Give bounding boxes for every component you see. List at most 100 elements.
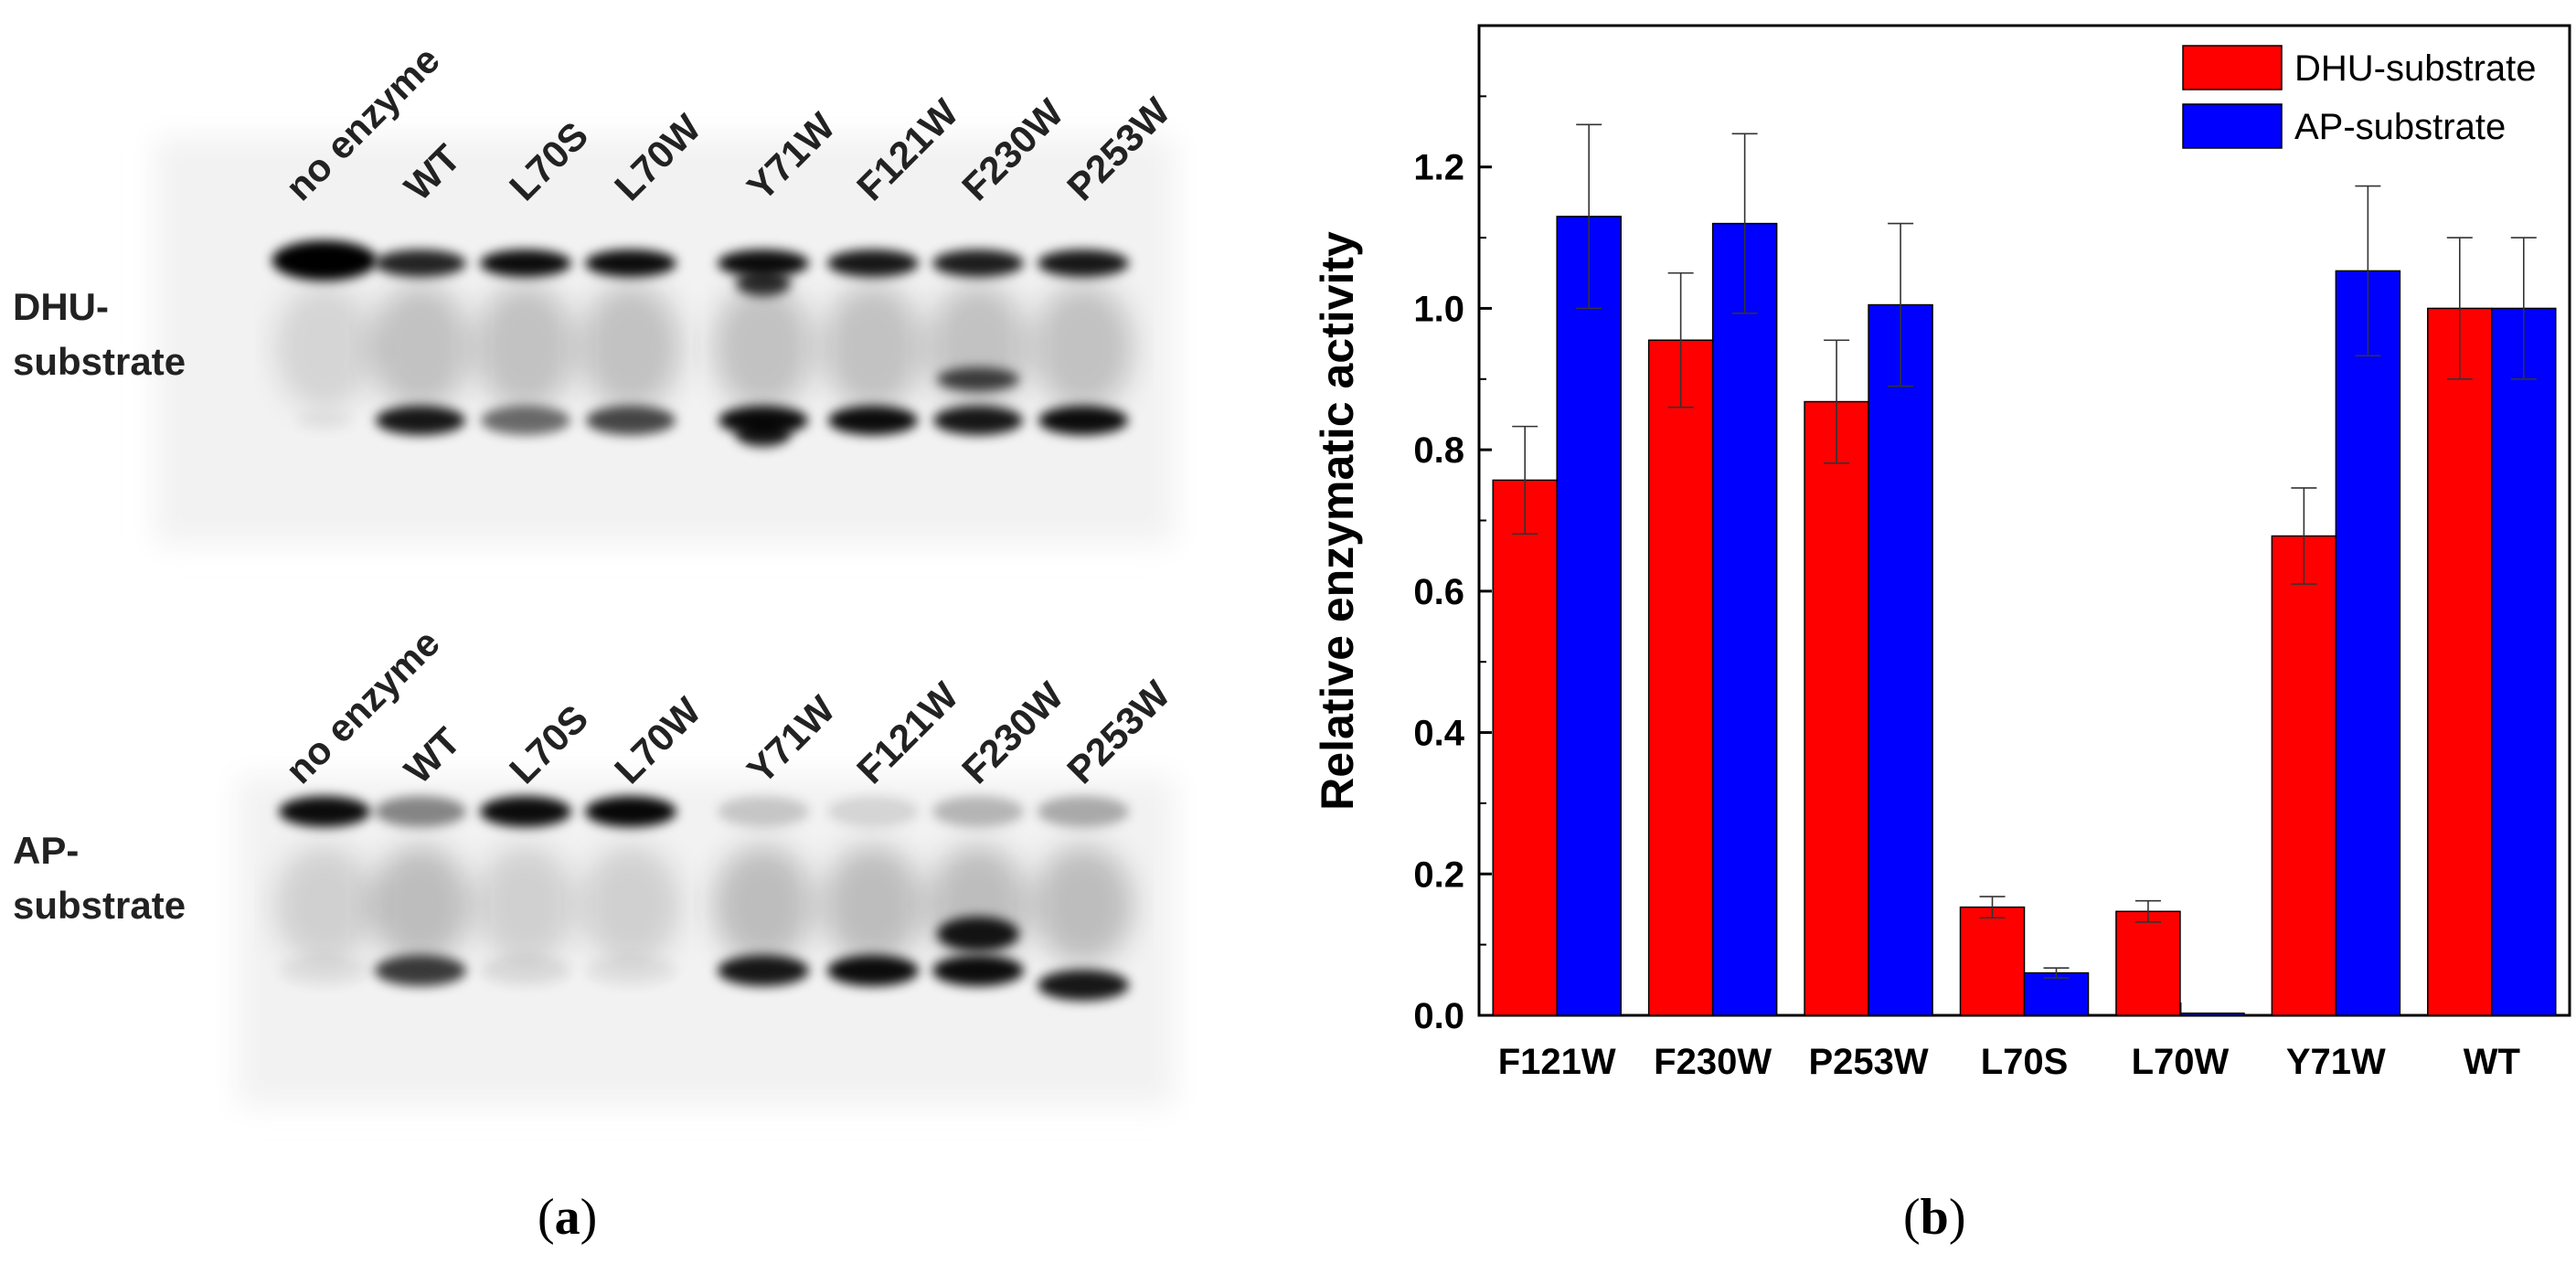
- gel-smear: [370, 283, 471, 411]
- gel-smear: [370, 845, 471, 964]
- gel-band: [375, 249, 466, 277]
- legend-swatch: [2182, 45, 2283, 90]
- bar-ap-l70s: [2023, 971, 2090, 1016]
- gel-band: [279, 955, 370, 986]
- gel-band: [375, 955, 466, 986]
- panel-a-label: (a): [538, 1189, 598, 1246]
- y-axis-label: Relative enzymatic activity: [1312, 231, 1363, 811]
- panel-b-label: (b): [1903, 1189, 1966, 1246]
- gel-band: [937, 367, 1019, 391]
- x-tick-label: P253W: [1808, 1042, 1928, 1082]
- y-axis: 0.0 0.2 0.4 0.6 0.8 1.0 1.2: [1413, 95, 1492, 1036]
- chart-plot-area: [1477, 24, 2571, 1017]
- gel-band: [827, 796, 919, 827]
- gel-smear: [274, 283, 375, 411]
- gel-band: [718, 249, 809, 277]
- dhu-row-label-line2: substrate: [13, 340, 186, 383]
- ap-gel-background: [238, 777, 1175, 1106]
- x-tick-label: Y71W: [2286, 1042, 2386, 1082]
- bar-dhu-p253w: [1804, 400, 1869, 1016]
- gel-band: [828, 406, 918, 435]
- dhu-gel-smears: [274, 283, 1134, 411]
- gel-band: [827, 249, 919, 277]
- y-tick-label: 0.6: [1413, 572, 1464, 612]
- legend-swatch: [2182, 103, 2283, 149]
- gel-band: [480, 955, 571, 986]
- gel-band: [375, 796, 466, 827]
- y-tick-label: 1.2: [1413, 148, 1464, 188]
- y-tick-label: 0.2: [1413, 854, 1464, 895]
- bar-dhu-f230w: [1647, 339, 1714, 1016]
- gel-smear: [580, 283, 681, 411]
- gel-band: [271, 240, 378, 281]
- gel-smear: [823, 283, 923, 411]
- gel-band: [1038, 406, 1128, 435]
- gel-band: [585, 796, 676, 827]
- legend-label: DHU-substrate: [2294, 48, 2537, 89]
- gel-band: [586, 406, 676, 435]
- lane-label: F230W: [953, 674, 1071, 791]
- gel-band: [736, 421, 791, 447]
- gel-band: [933, 406, 1023, 435]
- bar-dhu-wt: [2427, 307, 2493, 1016]
- legend-label: AP-substrate: [2294, 107, 2506, 147]
- gel-band: [718, 796, 809, 827]
- bar-dhu-l70s: [1959, 906, 2026, 1016]
- dhu-row-label-line1: DHU-: [13, 285, 109, 328]
- gel-band: [480, 249, 571, 277]
- ap-row-label-line2: substrate: [13, 884, 186, 927]
- bar-ap-f121w: [1556, 216, 1622, 1016]
- y-tick-label: 0.8: [1413, 430, 1464, 471]
- bar-ap-wt: [2491, 307, 2557, 1016]
- gel-band: [718, 955, 809, 986]
- x-tick-label: L70S: [1981, 1042, 2069, 1082]
- gel-smear: [1033, 283, 1134, 411]
- gel-band: [736, 271, 791, 296]
- gel-smear: [713, 845, 814, 964]
- bar-chart: 0.0 0.2 0.4 0.6 0.8 1.0 1.2 F121W F230W P253W L70…: [1312, 24, 2571, 1082]
- x-tick-label: F121W: [1498, 1042, 1616, 1082]
- ap-gel-bands: [279, 796, 1129, 1001]
- bar-ap-f230w: [1711, 222, 1778, 1016]
- y-tick-label: 0.0: [1413, 996, 1464, 1036]
- gel-smear: [713, 283, 814, 411]
- gel-band: [585, 955, 676, 986]
- gel-band: [1038, 970, 1129, 1001]
- x-tick-label: F230W: [1654, 1042, 1772, 1082]
- lane-label: L70W: [606, 689, 709, 792]
- ap-row-label-line1: AP-: [13, 829, 79, 872]
- chart-bars: [1492, 216, 2557, 1016]
- gel-band: [480, 796, 571, 827]
- dhu-gel-bands: [271, 240, 1129, 447]
- gel-band: [585, 249, 676, 277]
- gel-smear: [475, 283, 576, 411]
- gel-band: [481, 406, 570, 435]
- gel-band: [937, 917, 1019, 951]
- gel-band: [1038, 796, 1129, 827]
- gel-smear: [580, 845, 681, 964]
- gel-band: [932, 249, 1024, 277]
- chart-legend: DHU-substrate AP-substrate: [2182, 45, 2537, 149]
- gel-band: [376, 406, 465, 435]
- bar-ap-p253w: [1868, 303, 1933, 1016]
- lane-label: Y71W: [739, 687, 843, 791]
- x-tick-label: L70W: [2132, 1042, 2230, 1082]
- x-tick-label: WT: [2464, 1042, 2520, 1082]
- gel-smear: [1033, 845, 1134, 964]
- gel-band: [932, 955, 1024, 986]
- bar-ap-y71w: [2335, 270, 2401, 1016]
- bar-dhu-l70w: [2115, 910, 2181, 1016]
- lane-label: P253W: [1059, 672, 1178, 791]
- gel-band: [1038, 249, 1129, 277]
- bar-ap-l70w: [2179, 1012, 2245, 1016]
- bar-dhu-f121w: [1492, 479, 1558, 1016]
- gel-smear: [274, 845, 375, 964]
- y-tick-label: 0.4: [1413, 714, 1464, 754]
- gel-band: [297, 411, 352, 430]
- lane-label: F121W: [848, 674, 966, 791]
